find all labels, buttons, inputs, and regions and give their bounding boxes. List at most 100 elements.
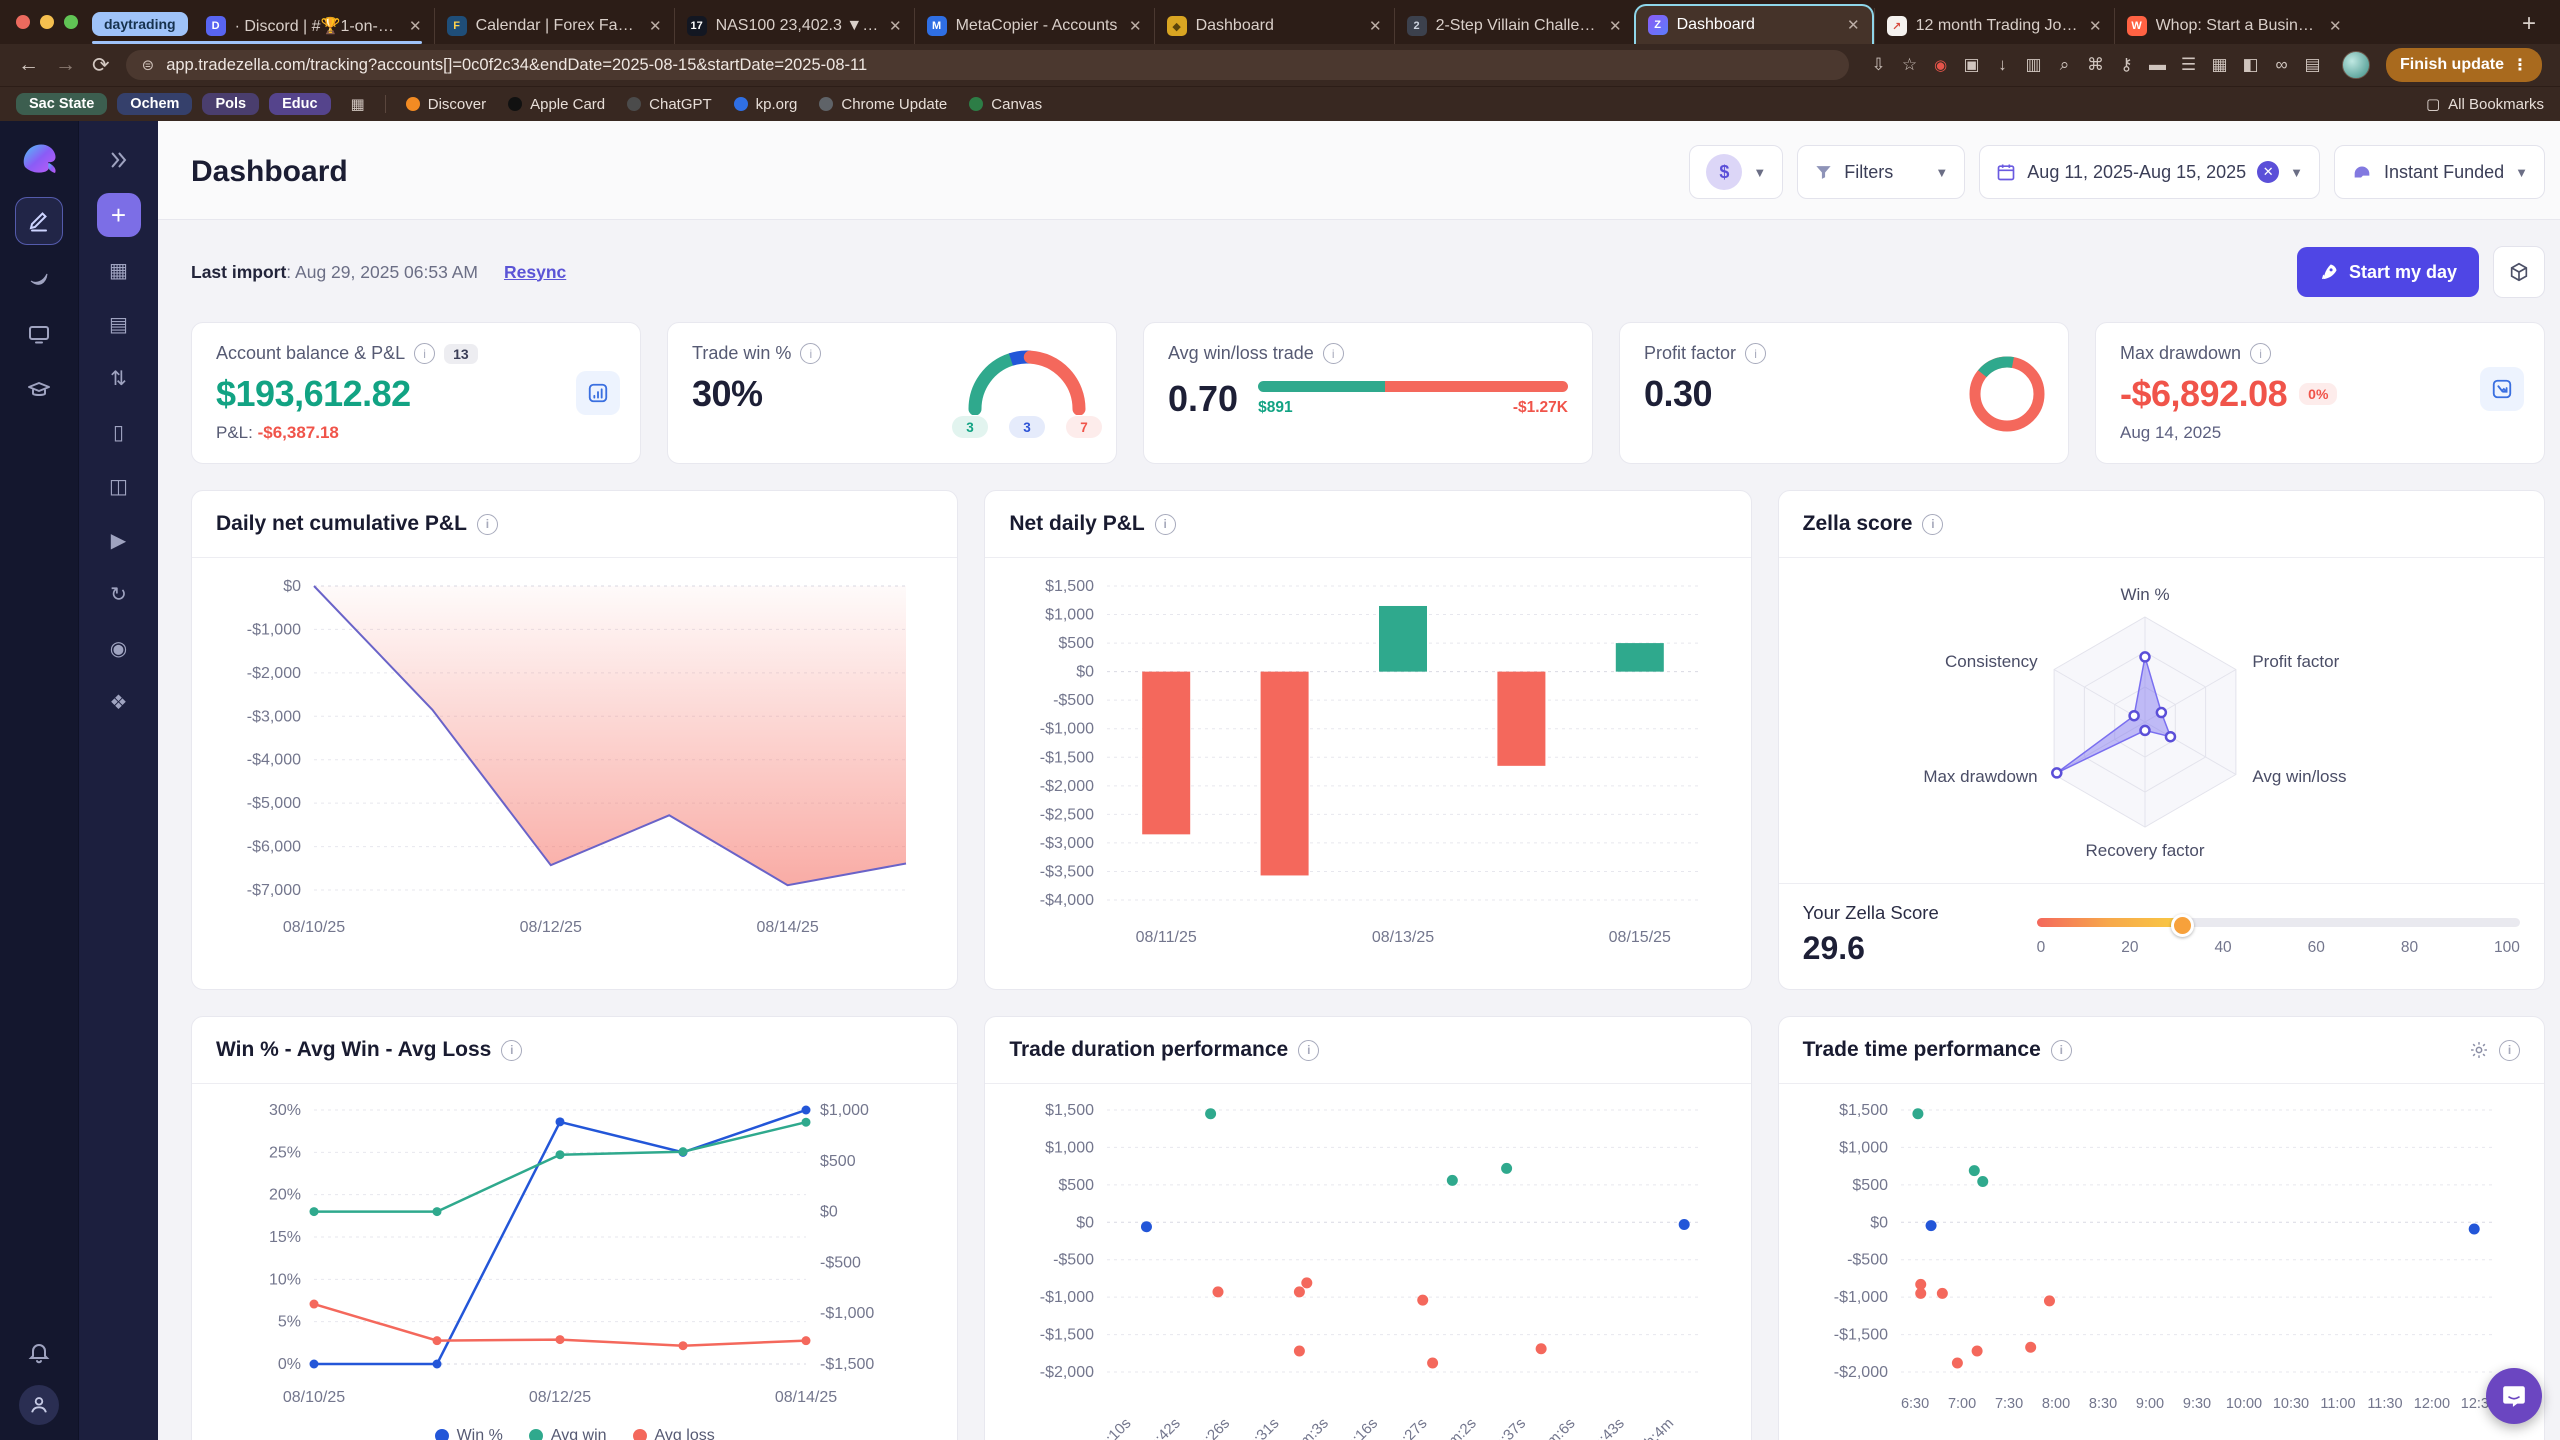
link-icon[interactable]: ∞ bbox=[2268, 55, 2295, 75]
all-bookmarks-button[interactable]: ▢ All Bookmarks bbox=[2426, 95, 2544, 113]
close-tab-icon[interactable]: ✕ bbox=[2329, 17, 2342, 35]
maximize-window-icon[interactable] bbox=[64, 15, 78, 29]
bookmark-item[interactable]: Chrome Update bbox=[819, 96, 947, 113]
minimize-window-icon[interactable] bbox=[40, 15, 54, 29]
page-search-icon[interactable]: ⌕ bbox=[2051, 55, 2078, 75]
bell-icon[interactable] bbox=[16, 1329, 62, 1375]
bookmark-item[interactable]: Discover bbox=[406, 96, 486, 113]
legend-item[interactable]: Avg loss bbox=[633, 1427, 715, 1440]
add-trade-button[interactable]: + bbox=[97, 193, 141, 237]
browser-tab[interactable]: MMetaCopier - Accounts✕ bbox=[914, 8, 1154, 44]
nav-reports[interactable]: ◫ bbox=[96, 463, 142, 509]
clear-date-icon[interactable]: ✕ bbox=[2257, 161, 2279, 183]
browser-tab[interactable]: 17NAS100 23,402.3 ▼ −1.26%✕ bbox=[674, 8, 914, 44]
reading-list-icon[interactable]: ▤ bbox=[2299, 55, 2326, 75]
info-icon[interactable]: i bbox=[1298, 1040, 1319, 1061]
browser-tab[interactable]: WWhop: Start a Business, Lear✕ bbox=[2114, 8, 2354, 44]
info-icon[interactable]: i bbox=[2499, 1040, 2520, 1061]
browser-tab[interactable]: ZDashboard✕ bbox=[1634, 4, 1874, 44]
close-tab-icon[interactable]: ✕ bbox=[1847, 16, 1860, 34]
close-tab-icon[interactable]: ✕ bbox=[409, 17, 422, 35]
currency-selector[interactable]: $ ▼ bbox=[1689, 145, 1783, 199]
close-tab-icon[interactable]: ✕ bbox=[649, 17, 662, 35]
info-icon[interactable]: i bbox=[1745, 343, 1766, 364]
close-tab-icon[interactable]: ✕ bbox=[1609, 17, 1622, 35]
sidebar-item-swoosh[interactable] bbox=[16, 255, 62, 301]
print-icon[interactable]: ▥ bbox=[2020, 55, 2047, 75]
info-icon[interactable]: i bbox=[2051, 1040, 2072, 1061]
widget-box-button[interactable] bbox=[2493, 246, 2545, 298]
start-my-day-button[interactable]: Start my day bbox=[2297, 247, 2479, 297]
bookmark-pill[interactable]: Ochem bbox=[117, 93, 192, 115]
tab-group-daytrading[interactable]: daytrading bbox=[92, 12, 188, 36]
close-tab-icon[interactable]: ✕ bbox=[889, 17, 902, 35]
expand-sidebar-icon[interactable] bbox=[96, 137, 142, 183]
list-icon[interactable]: ☰ bbox=[2175, 55, 2202, 75]
nav-backtesting[interactable]: ↻ bbox=[96, 571, 142, 617]
browser-tab[interactable]: ↗12 month Trading Journal | B✕ bbox=[1874, 8, 2114, 44]
reload-icon[interactable]: ⟳ bbox=[92, 53, 110, 78]
bookmark-apps-icon[interactable]: ▦ bbox=[351, 95, 365, 113]
nav-playbooks[interactable]: ▶ bbox=[96, 517, 142, 563]
record-icon[interactable]: ◉ bbox=[1927, 56, 1954, 74]
balance-chart-button[interactable] bbox=[576, 371, 620, 415]
close-tab-icon[interactable]: ✕ bbox=[1369, 17, 1382, 35]
info-icon[interactable]: i bbox=[2250, 343, 2271, 364]
legend-item[interactable]: Win % bbox=[435, 1427, 503, 1440]
back-icon[interactable]: ← bbox=[18, 53, 39, 77]
browser-tab[interactable]: 22-Step Villain Challenge/Live✕ bbox=[1394, 8, 1634, 44]
bookmark-pill[interactable]: Pols bbox=[202, 93, 259, 115]
download-icon[interactable]: ↓ bbox=[1989, 55, 2016, 75]
sidebar-item-graduation-cap[interactable] bbox=[16, 367, 62, 413]
wallet-icon[interactable]: ▬ bbox=[2144, 55, 2171, 75]
nav-trades[interactable]: ⇅ bbox=[96, 355, 142, 401]
info-icon[interactable]: i bbox=[414, 343, 435, 364]
bookmark-pill[interactable]: Sac State bbox=[16, 93, 107, 115]
site-settings-icon[interactable]: ⊜ bbox=[142, 56, 155, 74]
drawdown-detail-button[interactable] bbox=[2480, 367, 2524, 411]
resync-link[interactable]: Resync bbox=[504, 262, 566, 283]
chat-bubble-button[interactable] bbox=[2486, 1368, 2542, 1424]
bookmark-item[interactable]: Canvas bbox=[969, 96, 1042, 113]
user-avatar[interactable] bbox=[19, 1385, 59, 1425]
account-selector[interactable]: Instant Funded ▼ bbox=[2334, 145, 2545, 199]
browser-tab[interactable]: D· Discord | #🏆1-on-1-mentor✕ bbox=[194, 8, 434, 44]
nav-replay[interactable]: ◉ bbox=[96, 625, 142, 671]
puzzle-icon[interactable]: ⌘ bbox=[2082, 55, 2109, 75]
nav-notebook[interactable]: ▯ bbox=[96, 409, 142, 455]
forward-icon[interactable]: → bbox=[55, 53, 76, 77]
finish-update-button[interactable]: Finish update⋮ bbox=[2386, 48, 2542, 82]
browser-tab[interactable]: FCalendar | Forex Factory✕ bbox=[434, 8, 674, 44]
close-window-icon[interactable] bbox=[16, 15, 30, 29]
apps-grid-icon[interactable]: ▦ bbox=[2206, 55, 2233, 75]
panel-download-icon[interactable]: ⇩ bbox=[1865, 55, 1892, 75]
close-tab-icon[interactable]: ✕ bbox=[2089, 17, 2102, 35]
info-icon[interactable]: i bbox=[501, 1040, 522, 1061]
bookmark-item[interactable]: Apple Card bbox=[508, 96, 605, 113]
info-icon[interactable]: i bbox=[477, 514, 498, 535]
bookmark-item[interactable]: kp.org bbox=[734, 96, 798, 113]
info-icon[interactable]: i bbox=[1922, 514, 1943, 535]
sidebar-item-screen-share[interactable] bbox=[16, 311, 62, 357]
info-icon[interactable]: i bbox=[1155, 514, 1176, 535]
key-icon[interactable]: ⚷ bbox=[2113, 55, 2140, 75]
tradezella-logo[interactable] bbox=[15, 137, 63, 181]
legend-item[interactable]: Avg win bbox=[529, 1427, 607, 1440]
side-panel-icon[interactable]: ◧ bbox=[2237, 55, 2264, 75]
bookmark-item[interactable]: ChatGPT bbox=[627, 96, 712, 113]
browser-tab[interactable]: ◆Dashboard✕ bbox=[1154, 8, 1394, 44]
nav-daily-journal[interactable]: ▤ bbox=[96, 301, 142, 347]
info-icon[interactable]: i bbox=[800, 343, 821, 364]
new-tab-button[interactable]: + bbox=[2508, 10, 2550, 44]
close-tab-icon[interactable]: ✕ bbox=[1129, 17, 1142, 35]
gear-icon[interactable] bbox=[2469, 1040, 2489, 1060]
filters-button[interactable]: Filters ▼ bbox=[1797, 145, 1965, 199]
bookmark-pill[interactable]: Educ bbox=[269, 93, 330, 115]
browser-profile-avatar[interactable] bbox=[2342, 51, 2370, 79]
date-range-picker[interactable]: Aug 11, 2025-Aug 15, 2025 ✕ ▼ bbox=[1979, 145, 2320, 199]
sidebar-item-journal-pen[interactable] bbox=[15, 197, 63, 245]
extension-icon[interactable]: ▣ bbox=[1958, 55, 1985, 75]
address-bar[interactable]: ⊜ app.tradezella.com/tracking?accounts[]… bbox=[126, 50, 1849, 80]
bookmark-star-icon[interactable]: ☆ bbox=[1896, 55, 1923, 75]
nav-dashboard[interactable]: ▦ bbox=[96, 247, 142, 293]
